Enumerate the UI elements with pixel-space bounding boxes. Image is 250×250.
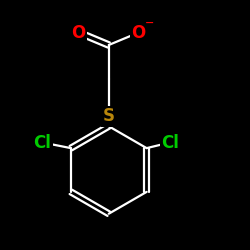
- Text: S: S: [103, 107, 115, 125]
- Text: Cl: Cl: [161, 134, 179, 152]
- Text: −: −: [145, 18, 155, 28]
- Text: O: O: [72, 24, 86, 42]
- Text: O: O: [132, 24, 146, 42]
- Text: Cl: Cl: [34, 134, 52, 152]
